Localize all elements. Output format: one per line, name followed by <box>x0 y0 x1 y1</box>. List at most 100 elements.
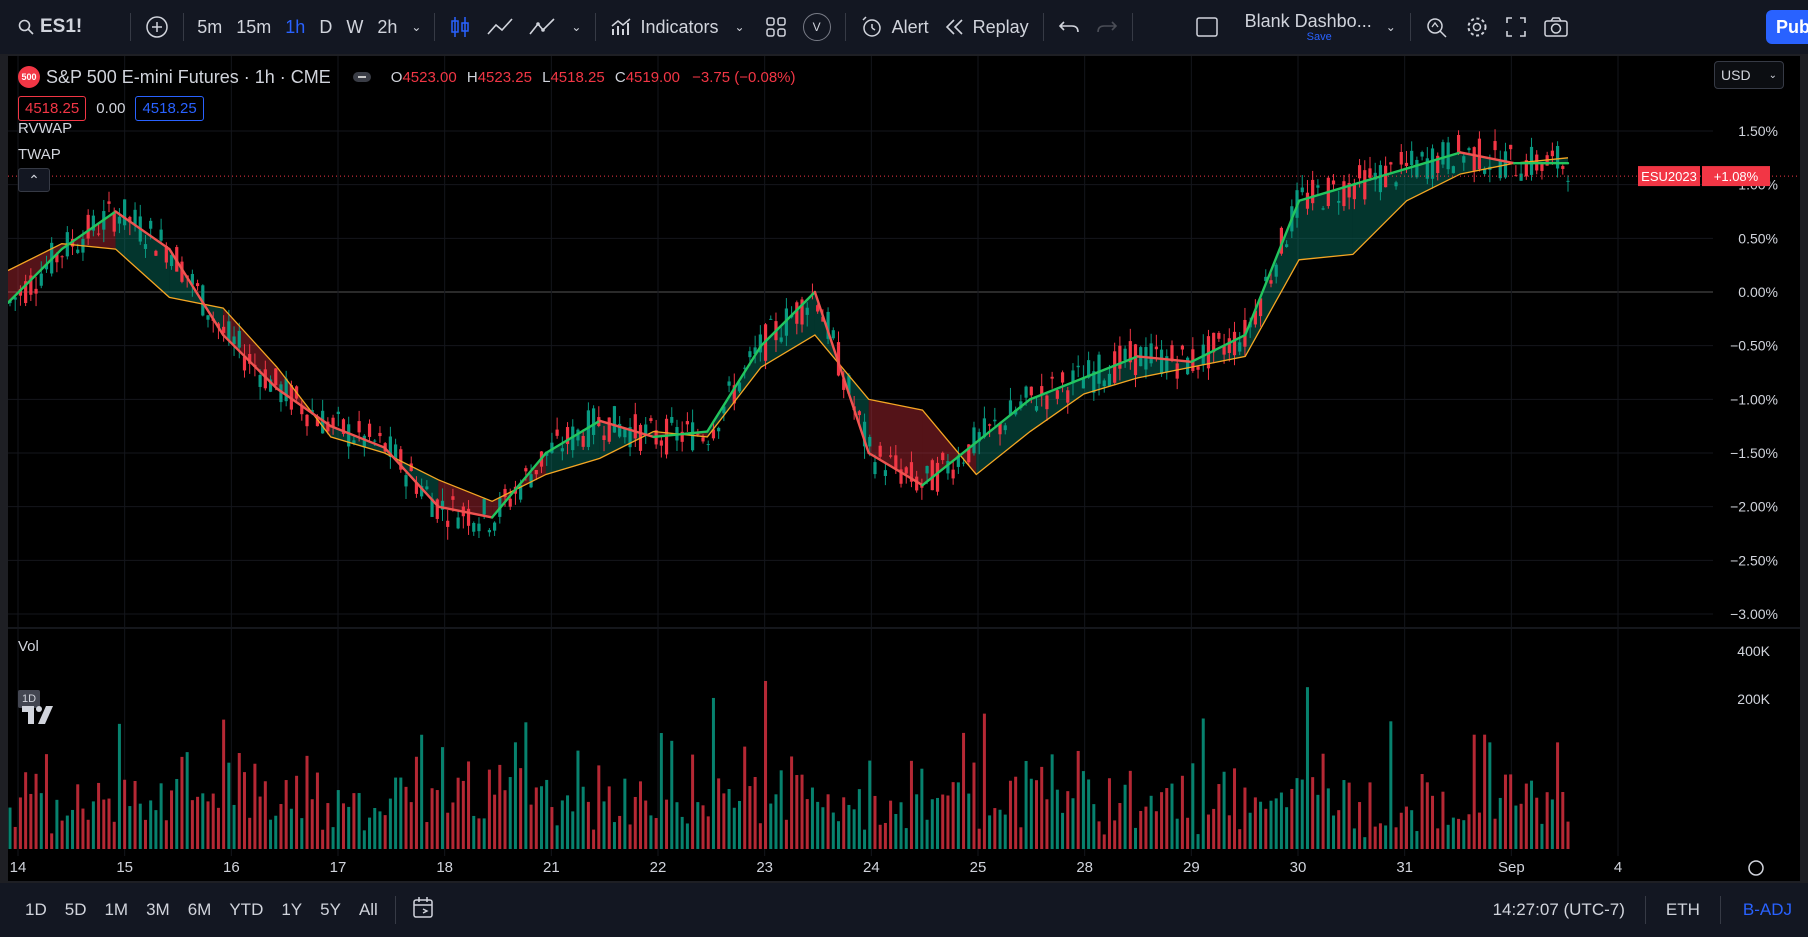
hide-icon[interactable] <box>352 72 371 82</box>
candle-body <box>477 523 481 532</box>
interval-d[interactable]: D <box>319 16 333 37</box>
redo-button[interactable] <box>1088 7 1126 47</box>
volume-indicator-label[interactable]: Vol <box>18 638 39 655</box>
candle-body <box>326 421 330 432</box>
indicator-twap[interactable]: TWAP <box>18 146 61 163</box>
symbol-title[interactable]: S&P 500 E-mini Futures · 1h · CME <box>46 66 331 87</box>
range-6m[interactable]: 6M <box>187 900 212 919</box>
volume-bar <box>1019 827 1023 849</box>
volume-bar <box>1102 834 1106 849</box>
rewind-icon <box>945 19 963 35</box>
candle-body <box>466 508 471 526</box>
candle-body <box>1311 179 1315 204</box>
price-axis-label: 0.00% <box>1738 284 1778 300</box>
compare-button[interactable] <box>137 7 177 47</box>
volume-bar <box>378 811 382 849</box>
range-1y[interactable]: 1Y <box>281 900 303 919</box>
volume-bar <box>576 750 580 849</box>
chart-area[interactable]: 1.50%1.00%0.50%0.00%−0.50%−1.00%−1.50%−2… <box>8 56 1800 881</box>
adjustment-toggle[interactable]: B-ADJ <box>1742 900 1792 919</box>
undo-button[interactable] <box>1050 7 1088 47</box>
goto-date-button[interactable] <box>402 896 446 925</box>
chevron-down-icon[interactable]: ⌄ <box>734 20 745 34</box>
range-1m[interactable]: 1M <box>104 900 129 919</box>
chevron-down-icon[interactable]: ⌄ <box>571 20 582 34</box>
layout-button[interactable] <box>1187 7 1227 47</box>
bid-price[interactable]: 4518.25 <box>18 96 87 121</box>
symbol-search[interactable]: ES1! <box>0 7 90 47</box>
volume-bar <box>1425 782 1429 849</box>
rvwap-line-segment <box>490 451 548 519</box>
candle-body <box>503 488 507 498</box>
candles-button[interactable] <box>441 7 479 47</box>
volume-bar <box>55 799 59 849</box>
volume-bar <box>1149 795 1153 849</box>
v-button[interactable]: V <box>795 7 839 47</box>
indicator-rvwap[interactable]: RVWAP <box>18 120 73 137</box>
volume-bar <box>310 799 314 849</box>
range-3m[interactable]: 3M <box>146 900 170 919</box>
interval-2h[interactable]: 2h <box>377 16 398 37</box>
interval-w[interactable]: W <box>346 16 364 37</box>
range-5d[interactable]: 5D <box>64 900 87 919</box>
replay-button[interactable]: Replay <box>937 7 1037 47</box>
interval-5m[interactable]: 5m <box>197 16 223 37</box>
currency-select[interactable]: USD ⌄ <box>1714 61 1784 89</box>
line-chart-button[interactable] <box>479 7 521 47</box>
volume-bar <box>1509 774 1513 849</box>
volume-bar <box>143 819 147 849</box>
publish-button[interactable]: Pub <box>1766 10 1808 44</box>
volume-bar <box>706 816 710 849</box>
volume-bar <box>29 793 33 849</box>
session-toggle[interactable]: ETH <box>1665 900 1700 919</box>
grid-icon <box>765 17 786 37</box>
chevron-down-icon[interactable]: ⌄ <box>411 20 422 34</box>
range-1d[interactable]: 1D <box>25 900 47 919</box>
settings-button[interactable] <box>1457 7 1497 47</box>
candle-body <box>190 273 194 285</box>
volume-bar <box>1050 754 1054 849</box>
volume-bar <box>513 742 517 849</box>
collapse-legend-button[interactable]: ⌃ <box>18 168 50 192</box>
interval-15m[interactable]: 15m <box>236 16 272 37</box>
interval-1h[interactable]: 1h <box>285 16 306 37</box>
candle-body <box>769 318 773 320</box>
candle-body <box>1462 156 1466 163</box>
layout-name[interactable]: Blank Dashbo... Save ⌄ <box>1237 7 1404 47</box>
candle-body <box>1186 357 1190 375</box>
indicators-button[interactable]: Indicators <box>602 7 726 47</box>
fullscreen-button[interactable] <box>1497 7 1535 47</box>
quick-search-button[interactable] <box>1417 7 1457 47</box>
candle-body <box>1040 386 1044 396</box>
area-chart-button[interactable] <box>521 7 563 47</box>
time-axis-label: 28 <box>1076 859 1093 876</box>
rvwap-line-segment <box>1190 333 1247 363</box>
chart-canvas[interactable]: 1.50%1.00%0.50%0.00%−0.50%−1.00%−1.50%−2… <box>8 56 1800 881</box>
volume-bar <box>149 800 153 849</box>
volume-bar <box>482 818 486 849</box>
candle-body <box>1045 395 1049 410</box>
range-all[interactable]: All <box>358 900 378 919</box>
candle-body <box>722 406 726 414</box>
ask-price[interactable]: 4518.25 <box>135 96 204 121</box>
candle-body <box>263 369 267 389</box>
clock-time[interactable]: 14:27:07 (UTC-7) <box>1492 900 1625 919</box>
candle-body <box>915 476 919 491</box>
candle-body <box>378 432 382 437</box>
candle-body <box>951 469 955 479</box>
candle-body <box>1300 187 1304 193</box>
area-chart-icon <box>529 18 555 35</box>
range-5y[interactable]: 5Y <box>320 900 341 919</box>
candle-body <box>1071 370 1075 384</box>
volume-bar <box>1081 771 1085 849</box>
rvwap-line-segment <box>759 290 817 347</box>
candle-body <box>956 455 960 467</box>
range-ytd[interactable]: YTD <box>229 900 264 919</box>
volume-bar <box>566 795 570 849</box>
snapshot-button[interactable] <box>1535 7 1577 47</box>
volume-bar <box>863 829 867 849</box>
volume-bar <box>347 806 351 849</box>
alert-button[interactable]: Alert <box>852 7 937 47</box>
templates-button[interactable] <box>757 7 795 47</box>
volume-bar <box>1488 742 1492 849</box>
